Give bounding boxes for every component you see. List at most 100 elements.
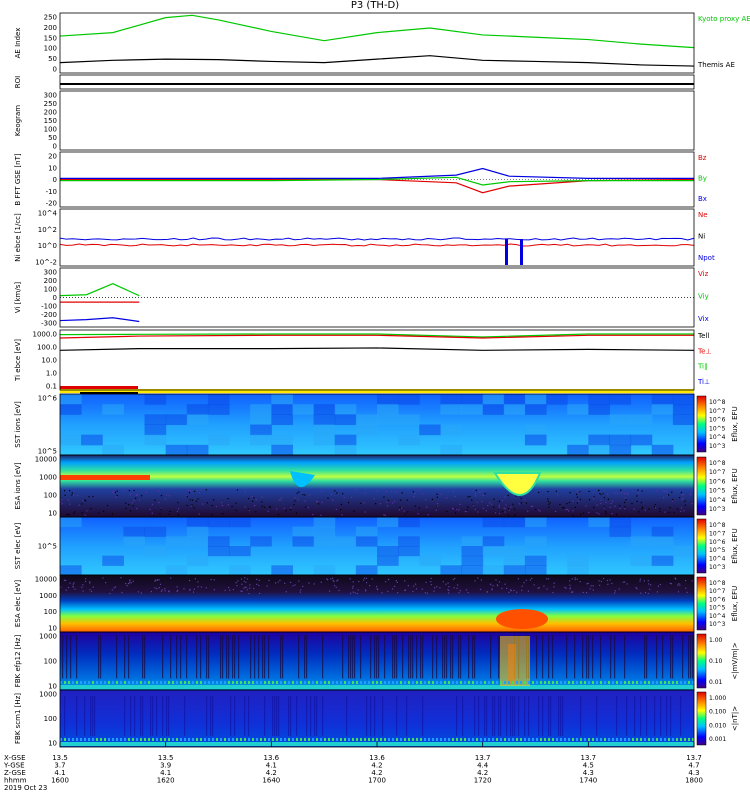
spectrogram-cell bbox=[567, 444, 589, 456]
spectrogram-cell bbox=[292, 536, 315, 547]
noise-dot bbox=[677, 591, 680, 593]
fbk-stripe bbox=[316, 696, 318, 736]
noise-dot bbox=[648, 508, 650, 510]
spectrogram-cell bbox=[292, 526, 315, 537]
x-row-label: Y-GSE bbox=[3, 762, 25, 770]
noise-dot bbox=[388, 578, 390, 581]
fbk-stripe bbox=[162, 696, 164, 736]
noise-dot bbox=[644, 592, 647, 594]
colorbar-esa-i-tick: 10^3 bbox=[709, 506, 726, 513]
fbk-stripe bbox=[134, 696, 136, 736]
noise-dot bbox=[193, 588, 195, 590]
fbk-noise bbox=[664, 681, 666, 684]
noise-dot bbox=[647, 592, 649, 595]
panel-esa_i-ytick: 10 bbox=[48, 510, 57, 518]
noise-dot bbox=[244, 577, 246, 579]
roi-line bbox=[60, 83, 694, 85]
noise-dot bbox=[626, 583, 628, 585]
noise-dot bbox=[365, 582, 368, 584]
noise-dot bbox=[362, 579, 365, 581]
x-tick-label: 1800 bbox=[685, 777, 703, 785]
fbk-noise bbox=[588, 738, 590, 741]
noise-dot bbox=[459, 503, 461, 505]
noise-dot bbox=[559, 503, 561, 506]
noise-dot bbox=[498, 581, 501, 583]
noise-dot bbox=[154, 580, 156, 582]
noise-dot bbox=[177, 589, 179, 592]
noise-dot bbox=[414, 583, 417, 585]
noise-dot bbox=[609, 579, 611, 581]
noise-dot bbox=[427, 514, 429, 516]
panel-fbk_b-ytick: 10 bbox=[48, 740, 57, 748]
fbk-stripe bbox=[580, 696, 582, 736]
fbk-noise bbox=[252, 681, 254, 684]
panel-roi-ylabel: ROI bbox=[14, 76, 22, 88]
fbk-stripe bbox=[410, 635, 412, 679]
noise-dot bbox=[73, 512, 75, 514]
fbk-noise bbox=[204, 738, 206, 741]
noise-dot bbox=[575, 493, 578, 495]
fbk-stripe bbox=[524, 696, 526, 736]
noise-dot bbox=[508, 509, 510, 511]
noise-dot bbox=[414, 493, 416, 495]
panel-temperature-ytick: 100.0 bbox=[37, 344, 57, 352]
noise-dot bbox=[90, 590, 93, 593]
noise-dot bbox=[445, 583, 447, 585]
spectrogram-cell bbox=[334, 444, 357, 456]
fbk-stripe bbox=[510, 696, 512, 736]
fbk-stripe bbox=[558, 696, 560, 736]
noise-dot bbox=[592, 589, 594, 591]
noise-dot bbox=[82, 499, 84, 502]
noise-dot bbox=[590, 585, 592, 587]
noise-dot bbox=[504, 511, 506, 513]
fbk-stripe bbox=[468, 635, 470, 679]
noise-dot bbox=[685, 587, 687, 589]
spectrogram-cell bbox=[672, 546, 695, 557]
panel-fbk_b-ylabel: FBK scm1 [Hz] bbox=[14, 693, 22, 744]
fbk-stripe bbox=[670, 696, 672, 736]
colorbar-fbk-b-tick: 1.000 bbox=[709, 695, 726, 702]
noise-dot bbox=[160, 508, 162, 511]
fbk-stripe bbox=[566, 635, 568, 679]
noise-dot bbox=[379, 503, 381, 505]
noise-dot bbox=[686, 591, 688, 593]
fbk-stripe bbox=[184, 696, 186, 736]
panel-bfield-ytick: 10 bbox=[48, 164, 57, 172]
noise-dot bbox=[236, 489, 239, 491]
fbk-burst bbox=[508, 644, 516, 684]
fbk-noise bbox=[516, 681, 518, 684]
noise-dot bbox=[414, 505, 416, 507]
noise-dot bbox=[145, 492, 148, 494]
noise-dot bbox=[618, 588, 620, 590]
fbk-stripe bbox=[156, 696, 158, 736]
noise-dot bbox=[156, 579, 158, 581]
spectrogram-cell bbox=[313, 434, 336, 446]
fbk-noise bbox=[404, 738, 406, 741]
noise-dot bbox=[352, 581, 354, 583]
noise-dot bbox=[690, 489, 692, 492]
fbk-noise bbox=[484, 738, 486, 741]
panel-esa_i-ytick: 10000 bbox=[35, 456, 57, 464]
noise-dot bbox=[371, 578, 373, 580]
fbk-noise bbox=[316, 681, 318, 684]
fbk-stripe bbox=[474, 635, 476, 679]
fbk-noise bbox=[248, 681, 250, 684]
noise-dot bbox=[523, 582, 525, 584]
noise-dot bbox=[603, 507, 605, 509]
noise-dot bbox=[253, 497, 255, 499]
fbk-noise bbox=[460, 738, 462, 741]
noise-dot bbox=[177, 514, 180, 516]
noise-dot bbox=[571, 578, 573, 580]
noise-dot bbox=[477, 577, 479, 579]
noise-dot bbox=[448, 586, 450, 588]
noise-dot bbox=[241, 590, 243, 592]
noise-dot bbox=[477, 511, 479, 513]
spectrogram-cell bbox=[292, 404, 315, 415]
fbk-stripe bbox=[646, 696, 648, 736]
fbk-noise bbox=[152, 738, 154, 741]
panel-velocity-ylabel: Vi [km/s] bbox=[14, 282, 22, 313]
noise-dot bbox=[565, 587, 567, 589]
noise-dot bbox=[237, 580, 239, 582]
noise-dot bbox=[691, 580, 693, 582]
noise-dot bbox=[279, 579, 281, 582]
